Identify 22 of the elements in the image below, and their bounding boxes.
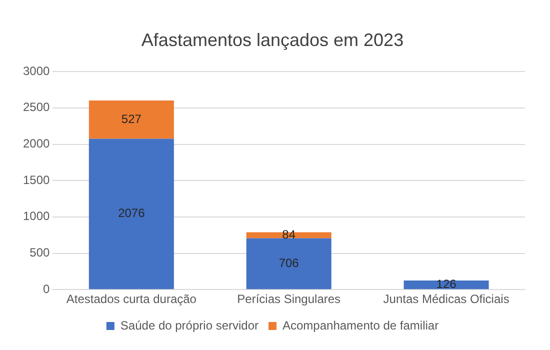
data-label: 84 (282, 228, 296, 242)
x-tick-label: Atestados curta duração (66, 292, 197, 306)
data-label: 527 (121, 112, 142, 126)
x-tick-label: Perícias Singulares (237, 292, 341, 306)
legend-label: Acompanhamento de familiar (282, 318, 439, 332)
y-tick-label: 1000 (22, 209, 50, 224)
legend-label: Saúde do próprio servidor (120, 318, 259, 332)
x-tick-label: Juntas Médicas Oficiais (383, 292, 510, 306)
y-tick-label: 500 (30, 246, 50, 260)
data-label: 706 (278, 256, 300, 270)
y-tick-label: 1500 (22, 172, 50, 187)
y-tick-label: 0 (43, 282, 50, 296)
y-tick-label: 2000 (22, 136, 50, 151)
bar (88, 100, 174, 139)
data-label: 126 (436, 277, 457, 292)
chart-title: Afastamentos lançados em 2023 (141, 30, 404, 50)
y-tick-label: 2500 (22, 100, 50, 114)
data-label: 2076 (118, 206, 146, 220)
y-tick-label: 3000 (22, 64, 50, 78)
bar (88, 138, 174, 290)
bar (246, 238, 332, 290)
bar (246, 232, 332, 238)
